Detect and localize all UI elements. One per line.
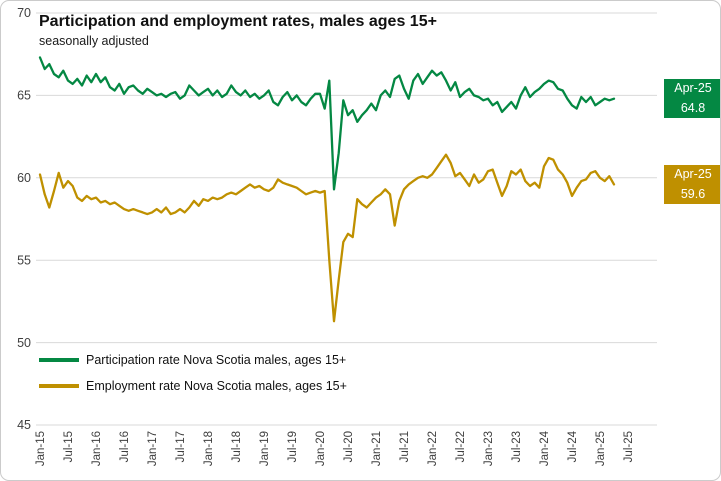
legend-label-employment: Employment rate Nova Scotia males, ages … [86, 379, 347, 393]
y-tick-label: 60 [17, 171, 31, 185]
x-tick-label: Jul-17 [175, 431, 187, 462]
x-tick-label: Jan-16 [91, 431, 103, 466]
x-tick-label: Jan-17 [147, 431, 159, 466]
employment-line [38, 153, 616, 323]
x-tick-label: Jul-18 [231, 431, 243, 462]
y-tick-label: 50 [17, 336, 31, 350]
x-tick-label: Jul-22 [455, 431, 467, 462]
x-tick-label: Jan-21 [371, 431, 383, 466]
x-tick-label: Jul-24 [567, 430, 579, 462]
x-tick-label: Jul-20 [343, 431, 355, 462]
employment-latest-period: Apr-25 [674, 167, 712, 181]
x-tick-label: Jan-22 [427, 431, 439, 466]
legend-label-participation: Participation rate Nova Scotia males, ag… [86, 353, 347, 367]
y-tick-label: 65 [17, 89, 31, 103]
employment-line-swatch [39, 384, 79, 388]
chart-subtitle: seasonally adjusted [39, 34, 149, 48]
x-tick-label: Jan-15 [35, 431, 47, 466]
employment-latest-value-badge: Apr-25 59.6 [664, 165, 720, 204]
participation-line-swatch [39, 358, 79, 362]
participation-latest-value-badge: Apr-25 64.8 [664, 79, 720, 118]
employment-latest-value: 59.6 [680, 186, 706, 201]
x-tick-label: Jul-15 [63, 431, 75, 462]
legend-item-participation: Participation rate Nova Scotia males, ag… [39, 347, 347, 373]
x-tick-label: Jul-23 [511, 431, 523, 462]
legend: Participation rate Nova Scotia males, ag… [39, 347, 347, 399]
x-tick-label: Jan-20 [315, 431, 327, 466]
y-tick-label: 45 [17, 418, 31, 432]
x-tick-label: Jul-25 [623, 431, 635, 462]
legend-item-employment: Employment rate Nova Scotia males, ages … [39, 373, 347, 399]
y-tick-label: 70 [17, 6, 31, 20]
x-tick-label: Jan-18 [203, 431, 215, 466]
participation-latest-value: 64.8 [680, 100, 706, 115]
x-tick-label: Jan-24 [539, 430, 551, 466]
participation-line [38, 56, 616, 191]
participation-latest-period: Apr-25 [674, 81, 712, 95]
x-tick-label: Jan-19 [259, 431, 271, 466]
x-tick-label: Jul-21 [399, 431, 411, 462]
x-tick-label: Jul-19 [287, 431, 299, 462]
x-tick-label: Jan-25 [595, 431, 607, 466]
chart-title: Participation and employment rates, male… [39, 13, 437, 30]
x-tick-label: Jan-23 [483, 431, 495, 466]
x-tick-label: Jul-16 [119, 431, 131, 462]
y-tick-label: 55 [17, 253, 31, 267]
